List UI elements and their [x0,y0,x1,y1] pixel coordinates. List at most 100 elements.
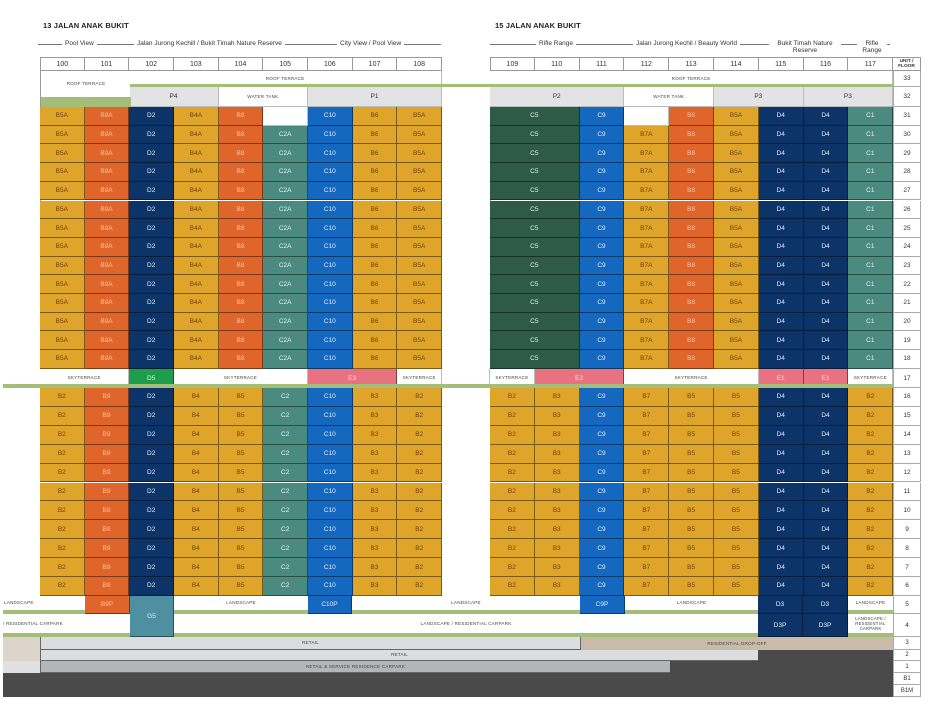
unit-c2a: C2A [263,256,308,276]
unit-c2a: C2A [263,275,308,294]
unit-b8: B8 [669,331,714,351]
unit-water-tank: WATER TANK [218,87,308,107]
floor-label: 29 [893,144,921,164]
unit-b3: B3 [352,406,398,426]
unit-b5: B5 [669,388,714,407]
unit-c9: C9 [579,219,625,238]
unit-d4: D4 [758,107,804,126]
unit-b9: B9 [84,388,130,407]
roof-terrace-label: ROOF TERRACE [66,81,106,86]
unit-column-header: 112 [624,57,670,71]
unit-b5a: B5A [714,331,759,351]
unit-b5a: B5A [397,107,443,126]
unit-c1: C1 [848,237,894,257]
unit-d2: D2 [129,482,174,502]
unit-d4: D4 [803,406,849,426]
landscape-carpark-label: LANDSCAPE / RESIDENTIAL CARPARK [855,616,886,631]
unit-c2a: C2A [263,181,308,201]
unit-b9a: B9A [84,350,130,369]
unit-b5: B5 [714,444,759,464]
unit-b5a: B5A [397,219,443,238]
unit-c9: C9 [579,275,625,294]
unit-d4: D4 [758,163,804,182]
unit-b7: B7 [624,444,670,464]
unit-b6: B6 [352,163,398,182]
unit-d4: D4 [758,219,804,238]
unit-b3: B3 [534,539,580,559]
unit-b2: B2 [40,463,85,483]
unit-b5a: B5A [40,125,85,145]
unit-b9: B9 [84,577,130,596]
unit-d4: D4 [803,312,849,332]
unit-b5a: B5A [40,163,85,182]
unit-b7a: B7A [624,256,670,276]
unit-b2: B2 [848,577,894,596]
unit-b6: B6 [352,125,398,145]
unit-b5: B5 [669,558,714,577]
unit-d4: D4 [803,539,849,559]
unit-b5: B5 [669,425,714,445]
unit-c9: C9 [579,425,625,445]
unit-c2: C2 [263,388,308,407]
unit-b2: B2 [848,463,894,483]
unit-b7a: B7A [624,181,670,201]
unit-c10: C10 [308,463,353,483]
roof-green-band [130,84,893,87]
unit-d4: D4 [803,425,849,445]
unit-column-header: 114 [714,57,759,71]
unit-c9: C9 [579,388,625,407]
unit-b4a: B4A [174,312,219,332]
unit-c2: C2 [263,539,308,559]
unit-b3: B3 [352,539,398,559]
unit-b5a: B5A [714,181,759,201]
unit-b9: B9 [84,539,130,559]
unit-p1: P1 [308,87,443,107]
unit-b3: B3 [534,558,580,577]
unit-d4: D4 [758,181,804,201]
unit-b2: B2 [490,425,535,445]
unit-column-header: 111 [579,57,625,71]
unit-column-header: 109 [490,57,535,71]
unit-c10: C10 [308,482,353,502]
unit-b2: B2 [848,444,894,464]
unit-b9: B9 [84,463,130,483]
floor-label: 14 [893,425,921,445]
unit-b9a: B9A [84,237,130,257]
unit-b8: B8 [218,312,264,332]
residential-drop-off: RESIDENTIAL DROP-OFF [580,637,893,650]
unit-b5a: B5A [397,163,443,182]
unit-b2: B2 [397,558,443,577]
unit-c1: C1 [848,144,894,164]
unit-c2: C2 [263,558,308,577]
unit-c2a: C2A [263,312,308,332]
unit-b5: B5 [218,558,264,577]
unit-b2: B2 [490,406,535,426]
residential-carpark-label: / RESIDENTIAL CARPARK [3,621,63,626]
unit-column-header: 104 [218,57,264,71]
unit-c2a: C2A [263,350,308,369]
unit-b5: B5 [669,520,714,540]
unit-b4: B4 [174,482,219,502]
unit-c10: C10 [308,388,353,407]
unit-c2a: C2A [263,294,308,313]
unit-b2: B2 [40,539,85,559]
unit-b4: B4 [174,463,219,483]
unit-d2: D2 [129,501,174,521]
unit-b6: B6 [352,144,398,164]
unit-b8: B8 [218,125,264,145]
unit-c2: C2 [263,463,308,483]
unit-c9: C9 [579,444,625,464]
unit-column-header: 115 [758,57,804,71]
unit-c5: C5 [490,237,580,257]
unit-b4: B4 [174,425,219,445]
unit-b9: B9 [84,482,130,502]
unit-b5: B5 [714,520,759,540]
unit-floor-header: UNIT / FLOOR [893,57,921,71]
unit-c5: C5 [490,107,580,126]
unit-b9a: B9A [84,181,130,201]
unit-b8: B8 [218,350,264,369]
unit-c2a: C2A [263,200,308,220]
unit-b5a: B5A [714,312,759,332]
unit-b7: B7 [624,577,670,596]
unit-d4: D4 [758,256,804,276]
